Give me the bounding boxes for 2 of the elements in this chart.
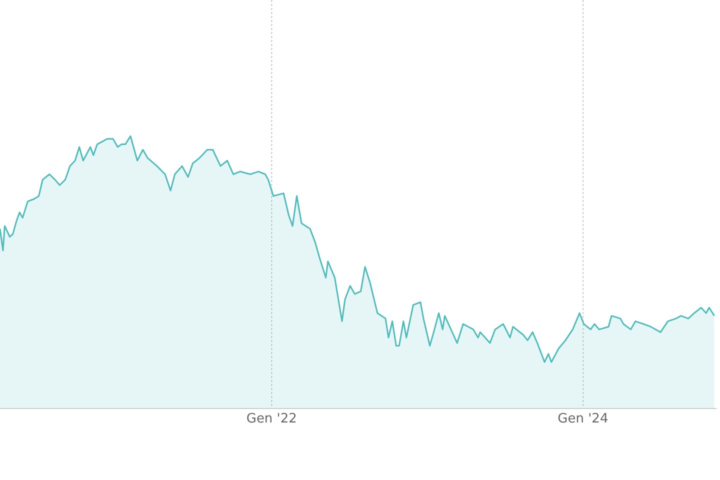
x-tick-label: Gen '22 bbox=[246, 412, 297, 427]
x-tick-label: Gen '24 bbox=[558, 412, 608, 427]
